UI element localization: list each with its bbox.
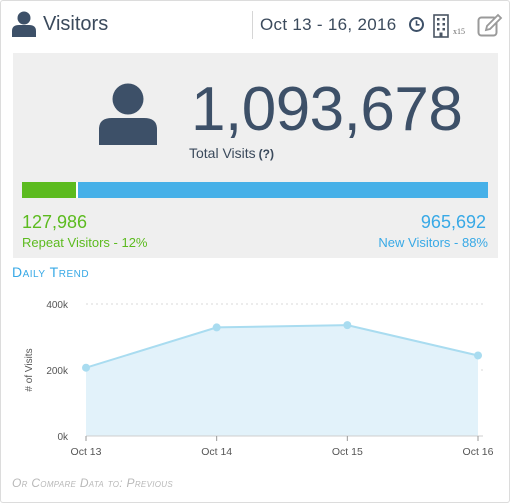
x-tick-label: Oct 16 <box>463 446 494 458</box>
data-point <box>474 351 482 360</box>
x-tick-label: Oct 14 <box>201 446 232 458</box>
building-count: x15 <box>453 27 465 36</box>
user-icon <box>12 11 36 37</box>
total-visits-text: Total Visits <box>189 145 256 161</box>
visitor-split-bar <box>22 182 488 198</box>
header-divider <box>252 11 253 39</box>
total-visits-label: Total Visits (?) <box>189 145 274 161</box>
building-icon[interactable] <box>433 14 455 38</box>
repeat-visitors-fill <box>22 182 78 198</box>
data-point <box>343 321 352 330</box>
visitor-icon <box>99 83 157 145</box>
data-point <box>212 323 221 332</box>
daily-trend-chart: 0k 200k 400k # of Visits Oct 13 Oct 14 Oct 15 O… <box>24 300 494 458</box>
series-area <box>86 325 478 436</box>
visits-summary: 1,093,678 Total Visits (?) 127,986 Repeat… <box>13 53 498 258</box>
series-line <box>85 324 479 369</box>
repeat-visitors-label: Repeat Visitors - 12% <box>22 235 148 250</box>
y-tick-label: 400k <box>46 300 69 311</box>
new-visitors-value: 965,692 <box>420 212 486 232</box>
total-visits-value: 1,093,678 <box>191 75 463 144</box>
date-range[interactable]: Oct 13 - 16, 2016 <box>260 15 397 34</box>
help-link[interactable]: (?) <box>258 147 274 161</box>
y-tick-label: 200k <box>46 366 69 377</box>
compare-previous-link[interactable]: Previous <box>126 476 173 490</box>
compare-prefix: Or Compare Data to: <box>12 476 123 490</box>
daily-trend-title: Daily Trend <box>12 264 90 280</box>
edit-icon[interactable] <box>477 13 503 39</box>
y-tick-label: 0k <box>57 432 69 443</box>
repeat-visitors-value: 127,986 <box>22 212 88 232</box>
clock-icon[interactable] <box>409 17 424 32</box>
compare-data: Or Compare Data to: Previous <box>12 476 173 490</box>
y-axis-label: # of Visits <box>24 348 35 391</box>
x-tick-label: Oct 15 <box>332 446 363 458</box>
new-visitors-label: New Visitors - 88% <box>378 235 488 250</box>
widget-title: Visitors <box>43 13 109 35</box>
x-tick-label: Oct 13 <box>71 446 102 458</box>
data-point <box>82 363 90 372</box>
